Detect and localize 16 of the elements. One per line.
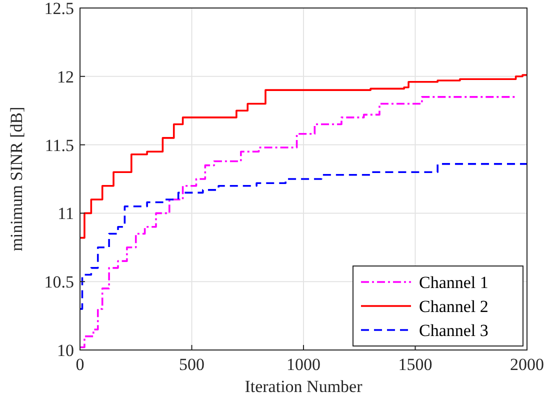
y-tick-label: 10 bbox=[57, 340, 74, 360]
x-tick-label: 500 bbox=[179, 355, 204, 374]
y-tick-label: 11 bbox=[58, 204, 74, 224]
x-axis-title: Iteration Number bbox=[244, 377, 363, 396]
x-tick-label: 1000 bbox=[286, 355, 320, 374]
legend-label: Channel 2 bbox=[419, 296, 488, 316]
x-tick-label: 0 bbox=[76, 355, 84, 374]
y-tick-label: 11.5 bbox=[44, 136, 74, 155]
y-tick-label: 12 bbox=[57, 67, 74, 86]
x-tick-label: 2000 bbox=[510, 355, 544, 374]
legend-label: Channel 3 bbox=[419, 320, 488, 340]
y-tick-label: 10.5 bbox=[44, 272, 74, 292]
x-tick-label: 1500 bbox=[398, 355, 432, 374]
legend-label: Channel 1 bbox=[419, 272, 488, 292]
y-axis-title: minimum SINR [dB] bbox=[7, 106, 26, 252]
y-tick-label: 12.5 bbox=[44, 0, 74, 18]
